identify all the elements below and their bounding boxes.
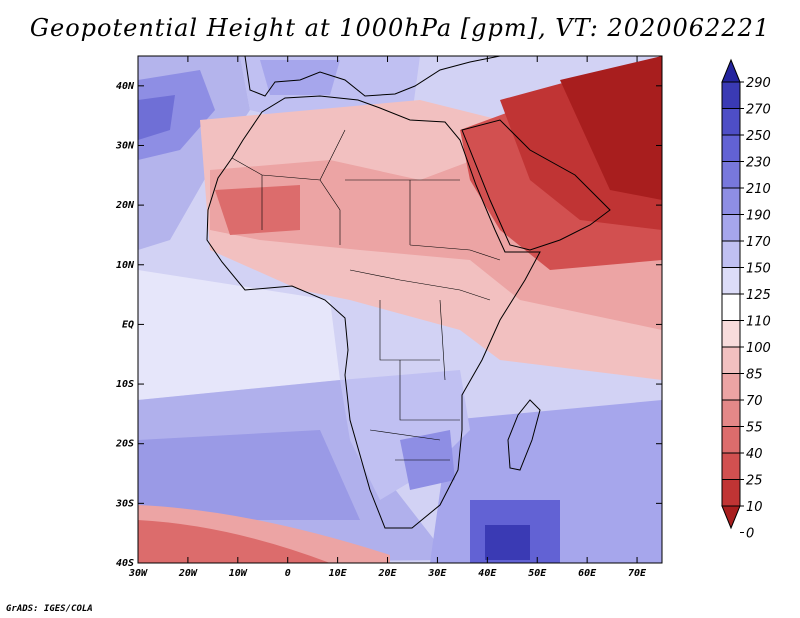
lon-label: 0 bbox=[285, 568, 291, 579]
lon-label: 30E bbox=[427, 568, 447, 579]
border-central-south bbox=[349, 269, 491, 461]
colorbar-swatch bbox=[721, 240, 741, 268]
field-europe-core bbox=[260, 60, 340, 95]
field-iran-core bbox=[560, 56, 662, 200]
field-atlantic-eq bbox=[138, 270, 340, 400]
lon-label: 70E bbox=[628, 568, 647, 579]
field-st-helena-high bbox=[138, 430, 360, 520]
lat-label: 30S bbox=[115, 498, 134, 509]
latitude-labels: 40N 30N 20N 10N EQ 10S 20S 30S 40S bbox=[115, 81, 135, 569]
lon-label: 20E bbox=[377, 568, 397, 579]
colorbar-swatch bbox=[721, 293, 741, 321]
field-mascarene-core bbox=[485, 525, 530, 560]
chart-title: Geopotential Height at 1000hPa [gpm], VT… bbox=[29, 14, 771, 42]
africa-coastline bbox=[206, 95, 541, 529]
colorbar-label: 210 bbox=[746, 182, 771, 197]
map-frame bbox=[137, 55, 663, 564]
colorbar-label: 25 bbox=[746, 474, 763, 489]
colorbar-label: 100 bbox=[746, 341, 771, 356]
colorbar-swatch bbox=[721, 108, 741, 136]
lat-label: 30N bbox=[115, 140, 135, 151]
colorbar-label: 70 bbox=[746, 394, 763, 409]
lat-label: 40S bbox=[116, 558, 134, 569]
colorbar-label: 110 bbox=[746, 315, 771, 330]
country-borders bbox=[231, 129, 501, 461]
lon-label: 60E bbox=[578, 568, 597, 579]
lon-label: 10W bbox=[229, 568, 248, 579]
colorbar-swatch bbox=[721, 399, 741, 427]
lat-label: 40N bbox=[116, 81, 135, 92]
lon-label: 10E bbox=[329, 568, 348, 579]
colorbar-swatch bbox=[721, 479, 741, 507]
lat-label: 10N bbox=[116, 260, 135, 271]
colorbar-label: 150 bbox=[746, 262, 771, 277]
colorbar-swatch bbox=[721, 426, 741, 454]
credit-text: GrADS: IGES/COLA bbox=[6, 604, 93, 614]
longitude-labels: 30W 20W 10W 0 10E 20E 30E 40E 50E 60E 70E bbox=[128, 568, 647, 579]
lon-label: 40E bbox=[478, 568, 497, 579]
colorbar-label: 170 bbox=[746, 235, 771, 250]
map-ticks bbox=[137, 56, 662, 564]
border-sahel bbox=[231, 129, 501, 261]
field-southern-low-core bbox=[138, 520, 330, 563]
colorbar-swatch bbox=[721, 187, 741, 215]
coastlines bbox=[206, 56, 611, 529]
field-west-sahara-core bbox=[215, 185, 300, 235]
colorbar-swatch bbox=[721, 214, 741, 242]
lon-label: 30W bbox=[128, 568, 148, 579]
colorbar-label: 10 bbox=[746, 500, 763, 515]
field-azores-high bbox=[138, 70, 215, 160]
colorbar-label: 0 bbox=[746, 527, 754, 542]
colorbar-swatch bbox=[721, 161, 741, 189]
colorbar-top-arrow bbox=[721, 58, 741, 83]
lat-label: 10S bbox=[116, 379, 134, 390]
colorbar-label: 125 bbox=[746, 288, 771, 303]
colorbar-swatch bbox=[721, 373, 741, 401]
colorbar-label: 250 bbox=[746, 129, 771, 144]
lon-label: 50E bbox=[528, 568, 547, 579]
colorbar-swatch bbox=[721, 320, 741, 348]
colorbar-label: 190 bbox=[746, 209, 771, 224]
colorbar-swatch bbox=[721, 134, 741, 162]
height-field bbox=[138, 56, 662, 563]
colorbar-label: 230 bbox=[746, 156, 771, 171]
colorbar-label: 85 bbox=[746, 368, 763, 383]
lat-label: 20S bbox=[115, 439, 134, 450]
colorbar-label: 290 bbox=[746, 76, 771, 91]
lat-label: EQ bbox=[122, 319, 134, 330]
europe-coastline bbox=[244, 56, 501, 97]
field-azores-core bbox=[138, 95, 175, 140]
colorbar-label: 55 bbox=[746, 421, 763, 436]
colorbar-swatch bbox=[721, 267, 741, 295]
colorbar: 2902702502302101901701501251101008570554… bbox=[721, 58, 771, 542]
colorbar-swatch bbox=[721, 452, 741, 480]
colorbar-label: 40 bbox=[746, 447, 763, 462]
lat-label: 20N bbox=[115, 200, 135, 211]
colorbar-swatch bbox=[721, 81, 741, 109]
arabia-coastline bbox=[461, 119, 611, 251]
lon-label: 20W bbox=[178, 568, 198, 579]
madagascar-coastline bbox=[507, 399, 541, 471]
colorbar-swatch bbox=[721, 346, 741, 374]
colorbar-bottom-arrow bbox=[721, 505, 741, 530]
colorbar-label: 270 bbox=[746, 103, 771, 118]
